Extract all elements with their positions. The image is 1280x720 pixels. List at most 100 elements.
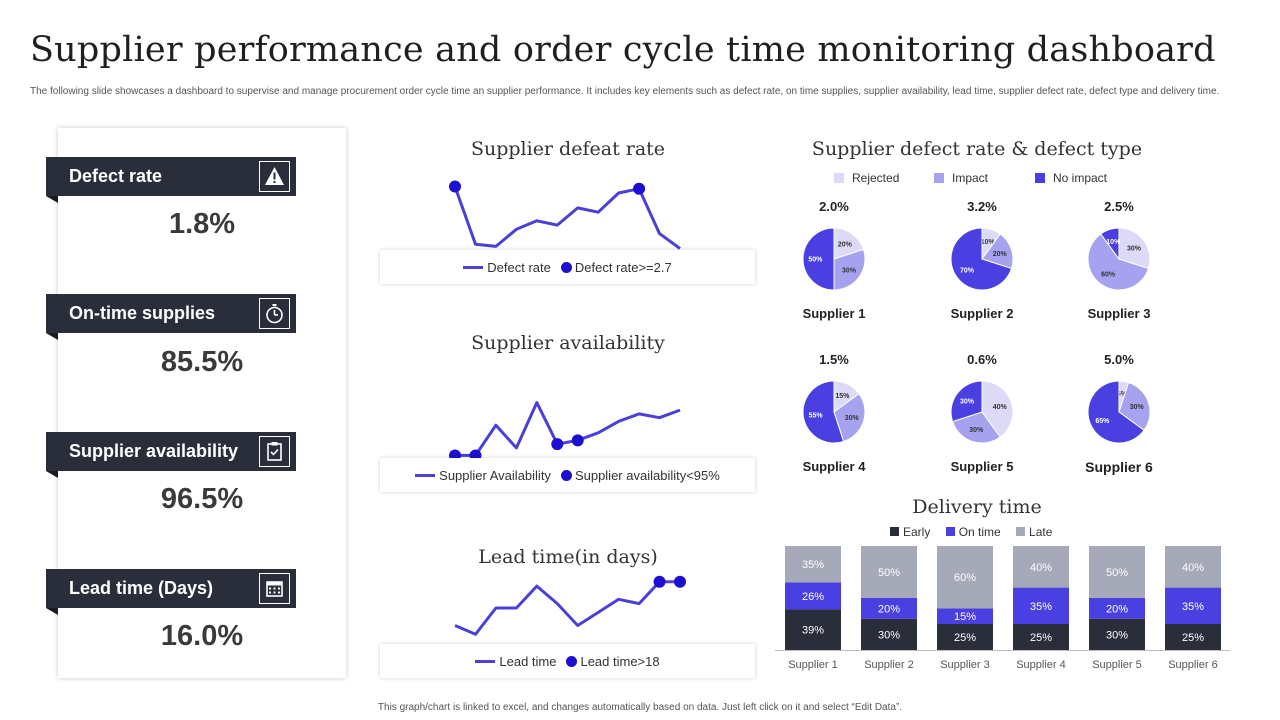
kpi-value-lead-time: 16.0% (160, 620, 244, 652)
legend-defect-rate: Defect rate (487, 259, 551, 275)
legend-lead-time-threshold: Lead time>18 (580, 653, 660, 669)
kpi-value-supplier-availability: 96.5% (160, 483, 244, 515)
legend-marker-swatch (560, 261, 572, 273)
bar-segment (937, 546, 993, 609)
pie-legend-rejected-label: Rejected (852, 171, 900, 185)
bar-value-label: 50% (1106, 567, 1128, 579)
supplier-6-defect-rate: 5.0% (1104, 352, 1134, 367)
bar-segment (861, 546, 917, 598)
x-tick-label: Supplier 5 (1092, 659, 1142, 671)
delivery-legend: Early On time Late (890, 525, 1064, 539)
availability-line-chart (449, 401, 681, 462)
supplier-4-pie: 15% 30% 55% (802, 380, 866, 444)
legend-lead-time: Lead time (499, 653, 557, 669)
availability-chart-title: Supplier availability (471, 332, 665, 354)
pie-slice-label: 15% (835, 393, 850, 400)
bar-value-label: 35% (802, 559, 824, 571)
threshold-marker (551, 438, 564, 451)
legend-line-swatch (415, 473, 436, 477)
legend-line-swatch (475, 659, 496, 663)
availability-legend: Supplier Availability Supplier availabil… (380, 458, 755, 492)
pie-slice-label: 20% (993, 251, 1008, 258)
kpi-label: Supplier availability (69, 441, 239, 461)
bar-segment (785, 582, 841, 610)
legend-line-swatch (463, 265, 484, 269)
page-title: Supplier performance and order cycle tim… (30, 30, 1216, 70)
bar-value-label: 35% (1030, 601, 1052, 613)
pie-slice-label: 10% (981, 239, 996, 246)
supplier-6-pie: 5%30% 65% (1087, 380, 1151, 444)
legend-on-time-label: On time (958, 525, 1001, 539)
threshold-marker (653, 575, 666, 588)
bar-value-label: 60% (954, 572, 976, 584)
defect-rate-line-chart (449, 180, 681, 250)
pie-slice-label: 30% (960, 399, 975, 406)
supplier-4-defect-rate: 1.5% (819, 352, 849, 367)
series-line (454, 580, 680, 636)
bar-value-label: 25% (954, 632, 976, 644)
lead-time-chart-title: Lead time(in days) (478, 546, 658, 568)
bar-segment (1089, 598, 1145, 619)
pie-slice-label: 20% (838, 242, 853, 249)
pie-legend-impact-label: Impact (952, 171, 989, 185)
pie-legend-rejected: Rejected (834, 171, 899, 185)
pie-slice-label: 30% (1130, 404, 1145, 411)
threshold-marker (571, 434, 584, 447)
bar-value-label: 40% (1182, 562, 1204, 574)
series-line (455, 401, 681, 457)
pie-slice-label: 30% (1127, 246, 1142, 253)
pie-slice (833, 248, 866, 291)
pie-slice (833, 227, 865, 260)
bar-value-label: 15% (954, 611, 976, 623)
series-line (453, 186, 681, 250)
bar-segment (861, 598, 917, 619)
bar-value-label: 50% (878, 567, 900, 579)
pie-slice-label: 50% (808, 257, 823, 264)
no-impact-swatch (1035, 173, 1045, 183)
bar-segment (1089, 618, 1145, 650)
on-time-swatch (945, 527, 955, 536)
pie-slice (1087, 233, 1150, 291)
kpi-label: Defect rate (69, 166, 163, 186)
warning-icon (259, 161, 290, 192)
legend-defect-rate-threshold: Defect rate>=2.7 (574, 259, 672, 275)
bar-segment (1013, 624, 1069, 650)
supplier-3-pie: 30% 60% 10% (1087, 227, 1151, 291)
footer-note: This graph/chart is linked to excel, and… (377, 702, 903, 713)
pie-slice-label: 65% (1095, 418, 1110, 425)
kpi-banner-lead-time: Lead time (Days) (46, 569, 296, 615)
pie-slice (981, 380, 1014, 438)
bar-segment (1013, 546, 1069, 588)
pie-slice (1100, 227, 1120, 261)
pie-slice (1118, 227, 1151, 270)
legend-marker-swatch (560, 469, 572, 481)
bar-segment (1013, 587, 1069, 624)
threshold-marker (674, 575, 686, 588)
bar-segment (1165, 587, 1221, 624)
late-swatch (1016, 527, 1026, 536)
lead-time-legend: Lead time Lead time>18 (380, 644, 755, 678)
bar-value-label: 39% (802, 625, 824, 637)
rejected-swatch (834, 173, 844, 183)
bar-segment (937, 624, 993, 650)
bar-value-label: 40% (1030, 562, 1052, 574)
bar-value-label: 20% (878, 603, 900, 615)
pie-slice (950, 227, 1013, 291)
defect-rate-legend: Defect rate Defect rate>=2.7 (380, 250, 755, 284)
bar-value-label: 30% (1106, 629, 1128, 641)
bar-segment (1165, 546, 1221, 588)
supplier-3-defect-rate: 2.5% (1104, 199, 1134, 214)
pie-slice (950, 380, 983, 423)
x-tick-label: Supplier 2 (864, 659, 914, 671)
bar-segment (1089, 546, 1145, 598)
supplier-1-pie: 20% 30% 50% (802, 227, 866, 291)
defect-type-chart-title: Supplier defect rate & defect type (811, 138, 1143, 160)
legend-early-label: Early (903, 525, 931, 539)
kpi-value-on-time-supplies: 85.5% (160, 346, 244, 378)
kpi-value-defect-rate: 1.8% (168, 208, 236, 240)
pie-slice (802, 380, 845, 444)
pie-slice-label: 30% (842, 267, 857, 274)
kpi-banner-defect-rate: Defect rate (46, 157, 296, 203)
delivery-time-bar-chart: 39% 26% 35% Supplier 1 30% 20% 50% Supplier 2 25… (775, 546, 1230, 671)
bar-value-label: 25% (1182, 632, 1204, 644)
